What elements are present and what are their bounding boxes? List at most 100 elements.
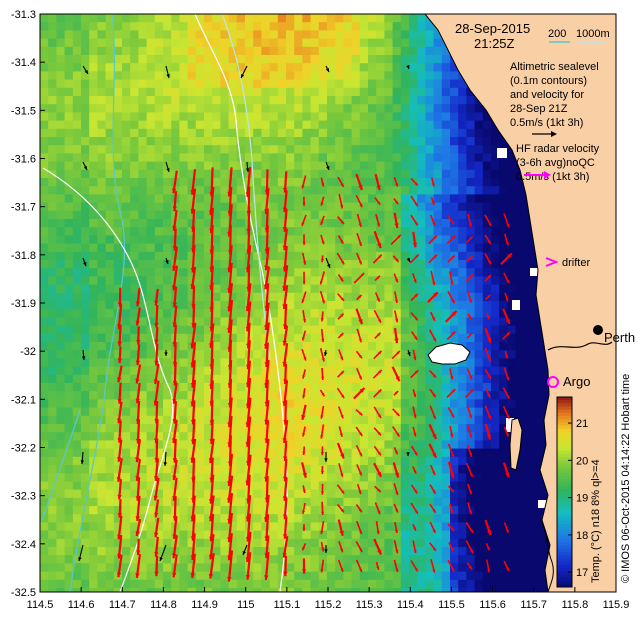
sst-pixel bbox=[261, 407, 271, 417]
sst-pixel bbox=[56, 284, 66, 294]
sst-pixel bbox=[72, 79, 82, 89]
sst-pixel bbox=[515, 251, 525, 261]
sst-pixel bbox=[359, 358, 369, 368]
sst-pixel bbox=[294, 161, 303, 171]
sst-pixel bbox=[138, 87, 148, 97]
sst-pixel bbox=[195, 333, 205, 343]
sst-pixel bbox=[122, 87, 131, 97]
sst-pixel bbox=[122, 432, 131, 441]
sst-pixel bbox=[302, 440, 312, 450]
sst-pixel bbox=[400, 71, 410, 81]
sst-pixel bbox=[236, 350, 246, 359]
sst-pixel bbox=[212, 424, 221, 433]
sst-pixel bbox=[40, 350, 49, 359]
sst-pixel bbox=[400, 530, 410, 540]
sst-pixel bbox=[376, 448, 385, 458]
sst-pixel bbox=[204, 555, 213, 564]
sst-pixel bbox=[425, 465, 435, 474]
sst-pixel bbox=[138, 22, 148, 31]
sst-pixel bbox=[245, 153, 254, 163]
sst-pixel bbox=[532, 276, 541, 286]
sst-pixel bbox=[195, 55, 205, 64]
sst-pixel bbox=[335, 128, 344, 138]
sst-pixel bbox=[491, 325, 500, 335]
sst-pixel bbox=[302, 137, 312, 146]
sst-pixel bbox=[163, 415, 172, 425]
sst-pixel bbox=[56, 79, 66, 89]
sst-pixel bbox=[425, 194, 435, 204]
sst-pixel bbox=[384, 87, 394, 97]
sst-pixel bbox=[72, 38, 82, 48]
sst-pixel bbox=[466, 120, 476, 130]
sst-pixel bbox=[245, 104, 254, 113]
sst-pixel bbox=[491, 563, 500, 573]
sst-pixel bbox=[302, 186, 312, 195]
sst-pixel bbox=[458, 161, 467, 171]
sst-pixel bbox=[40, 268, 49, 277]
sst-pixel bbox=[40, 465, 49, 474]
sst-pixel bbox=[56, 440, 66, 450]
sst-pixel bbox=[195, 219, 205, 228]
sst-pixel bbox=[466, 186, 476, 195]
sst-pixel bbox=[179, 325, 189, 335]
sst-pixel bbox=[499, 555, 508, 564]
sst-pixel bbox=[105, 391, 115, 400]
sst-pixel bbox=[458, 276, 467, 286]
sst-pixel bbox=[72, 342, 82, 351]
sst-pixel bbox=[499, 579, 508, 589]
sst-pixel bbox=[376, 145, 385, 154]
sst-pixel bbox=[138, 350, 148, 359]
sst-pixel bbox=[56, 219, 66, 228]
sst-pixel bbox=[64, 514, 74, 523]
sst-pixel bbox=[212, 415, 221, 425]
sst-pixel bbox=[204, 415, 213, 425]
sst-pixel bbox=[499, 251, 508, 261]
sst-pixel bbox=[228, 399, 238, 409]
sst-pixel bbox=[433, 317, 443, 327]
sst-pixel bbox=[294, 358, 303, 368]
sst-pixel bbox=[212, 161, 221, 171]
sst-pixel bbox=[540, 350, 549, 359]
sst-pixel bbox=[441, 391, 451, 400]
sst-pixel bbox=[466, 350, 476, 359]
sst-pixel bbox=[384, 465, 394, 474]
sst-pixel bbox=[48, 481, 57, 491]
sst-pixel bbox=[113, 342, 123, 351]
sst-pixel bbox=[474, 260, 484, 269]
sst-pixel bbox=[441, 563, 451, 573]
sst-pixel bbox=[154, 571, 164, 581]
sst-pixel bbox=[228, 104, 238, 113]
sst-pixel bbox=[343, 104, 353, 113]
sst-pixel bbox=[105, 448, 115, 458]
sst-pixel bbox=[515, 465, 525, 474]
sst-pixel bbox=[409, 243, 418, 253]
sst-pixel bbox=[138, 530, 148, 540]
sst-pixel bbox=[89, 194, 98, 204]
sst-pixel bbox=[286, 407, 295, 417]
sst-pixel bbox=[466, 276, 476, 286]
sst-pixel bbox=[335, 63, 344, 72]
sst-pixel bbox=[343, 153, 353, 163]
sst-pixel bbox=[113, 96, 123, 105]
sst-pixel bbox=[441, 325, 451, 335]
sst-pixel bbox=[228, 46, 238, 56]
sst-pixel bbox=[220, 465, 230, 474]
sst-pixel bbox=[474, 325, 484, 335]
sst-pixel bbox=[433, 104, 443, 113]
sst-pixel bbox=[154, 547, 164, 556]
sst-pixel bbox=[48, 219, 57, 228]
sst-pixel bbox=[269, 227, 279, 236]
sst-pixel bbox=[302, 547, 312, 556]
sst-pixel bbox=[310, 145, 320, 154]
sst-pixel bbox=[154, 448, 164, 458]
sst-pixel bbox=[376, 465, 385, 474]
sst-pixel bbox=[310, 350, 320, 359]
sst-pixel bbox=[72, 514, 82, 523]
sst-pixel bbox=[384, 96, 394, 105]
sst-pixel bbox=[433, 30, 443, 40]
sst-pixel bbox=[400, 424, 410, 433]
sst-pixel bbox=[56, 391, 66, 400]
sst-pixel bbox=[97, 473, 107, 482]
sst-pixel bbox=[302, 333, 312, 343]
sst-pixel bbox=[187, 588, 197, 592]
